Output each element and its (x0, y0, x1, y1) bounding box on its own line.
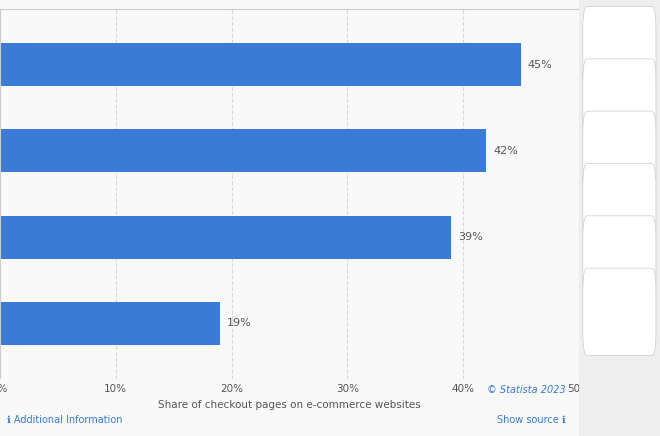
Bar (0, 43, 521, 86)
Text: 19%: 19% (227, 318, 251, 328)
FancyBboxPatch shape (583, 111, 656, 198)
Bar (0, 215, 451, 259)
Bar (0, 302, 220, 345)
FancyBboxPatch shape (583, 7, 656, 94)
Text: 42%: 42% (493, 146, 518, 156)
X-axis label: Share of checkout pages on e-commerce websites: Share of checkout pages on e-commerce we… (158, 400, 421, 410)
Text: 45%: 45% (528, 60, 552, 70)
FancyBboxPatch shape (583, 268, 656, 355)
FancyBboxPatch shape (583, 59, 656, 146)
Bar (0, 129, 486, 173)
Text: Show source ℹ: Show source ℹ (497, 415, 566, 425)
Text: © Statista 2023: © Statista 2023 (487, 385, 566, 395)
Text: 39%: 39% (459, 232, 483, 242)
FancyBboxPatch shape (583, 164, 656, 251)
FancyBboxPatch shape (583, 216, 656, 303)
Text: ℹ Additional Information: ℹ Additional Information (7, 415, 122, 425)
